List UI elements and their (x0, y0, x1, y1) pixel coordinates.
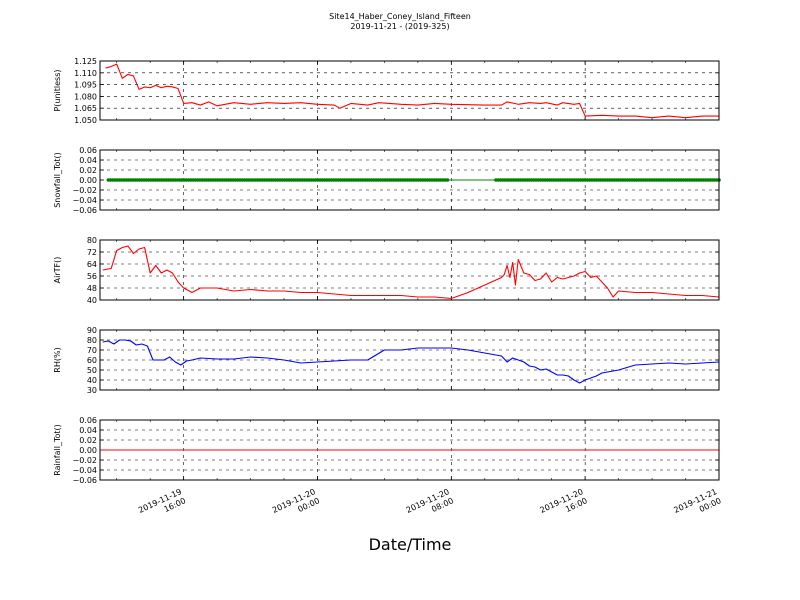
axes-frame (99, 239, 720, 301)
y-tick-label: 0.00 (79, 446, 97, 455)
y-tick-label: 0.02 (79, 166, 97, 175)
y-tick-label: 1.110 (74, 69, 97, 78)
x-axis-label: Date/Time (369, 535, 452, 554)
figure-subtitle: 2019-11-21 - (2019-325) (350, 22, 449, 31)
y-tick-label: 0.06 (79, 416, 97, 425)
y-axis-label: RH(%) (53, 347, 62, 372)
y-tick-label: 0.02 (79, 436, 97, 445)
figure-title: Site14_Haber_Coney_Island_Fifteen (329, 12, 471, 21)
y-tick-label: 72 (87, 248, 97, 257)
axes-frame (99, 60, 720, 121)
panel-2: −0.06−0.04−0.020.000.020.040.06 Snowfall_… (53, 146, 721, 215)
y-tick-label: 1.050 (74, 116, 97, 125)
y-tick-label: −0.04 (72, 466, 97, 475)
y-tick-label: 1.080 (74, 92, 97, 101)
y-tick-label: 80 (87, 336, 97, 345)
y-tick-label: −0.06 (72, 206, 97, 215)
y-tick-label: 48 (87, 284, 97, 293)
y-axis-label: Snowfall_Tot() (53, 152, 62, 208)
y-axis-label: P(unitless) (53, 69, 62, 111)
y-tick-label: 40 (87, 296, 97, 305)
y-tick-label: 1.125 (74, 57, 97, 66)
y-tick-label: 0.00 (79, 176, 97, 185)
series-line-4 (102, 339, 720, 384)
y-tick-label: 0.06 (79, 146, 97, 155)
y-axis-label: AirTF() (53, 257, 62, 284)
y-tick-label: 1.095 (74, 81, 97, 90)
y-axis-label: Rainfall_Tot() (53, 424, 62, 476)
y-tick-label: 0.04 (79, 156, 97, 165)
y-tick-label: 40 (87, 376, 97, 385)
y-tick-label: −0.02 (72, 456, 97, 465)
y-tick-label: 50 (87, 366, 97, 375)
panel-1: 1.050 1.065 1.080 1.095 1.110 1.125 P(unitless… (53, 57, 720, 125)
y-tick-label: 0.04 (79, 426, 97, 435)
y-tick-label: 60 (87, 356, 97, 365)
y-tick-label: 30 (87, 386, 97, 395)
y-tick-label: 70 (87, 346, 97, 355)
y-tick-label: 64 (87, 260, 97, 269)
panels: 1.050 1.065 1.080 1.095 1.110 1.125 P(unitless… (53, 57, 721, 485)
y-tick-label: −0.04 (72, 196, 97, 205)
axes-frame (99, 149, 720, 211)
axes-frame (99, 329, 720, 391)
y-tick-label: 90 (87, 326, 97, 335)
series-line-3 (102, 245, 720, 300)
y-tick-label: −0.06 (72, 476, 97, 485)
axes-frame (99, 419, 720, 481)
y-tick-label: 56 (87, 272, 97, 281)
series-line-1 (105, 63, 719, 119)
y-tick-label: 80 (87, 236, 97, 245)
panel-3: 40 48 56 64 72 80 AirTF() (53, 236, 720, 305)
y-tick-label: −0.02 (72, 186, 97, 195)
y-tick-label: 1.065 (74, 104, 97, 113)
panel-5: −0.06−0.04−0.020.000.020.040.06 Rainfall_… (53, 416, 720, 485)
